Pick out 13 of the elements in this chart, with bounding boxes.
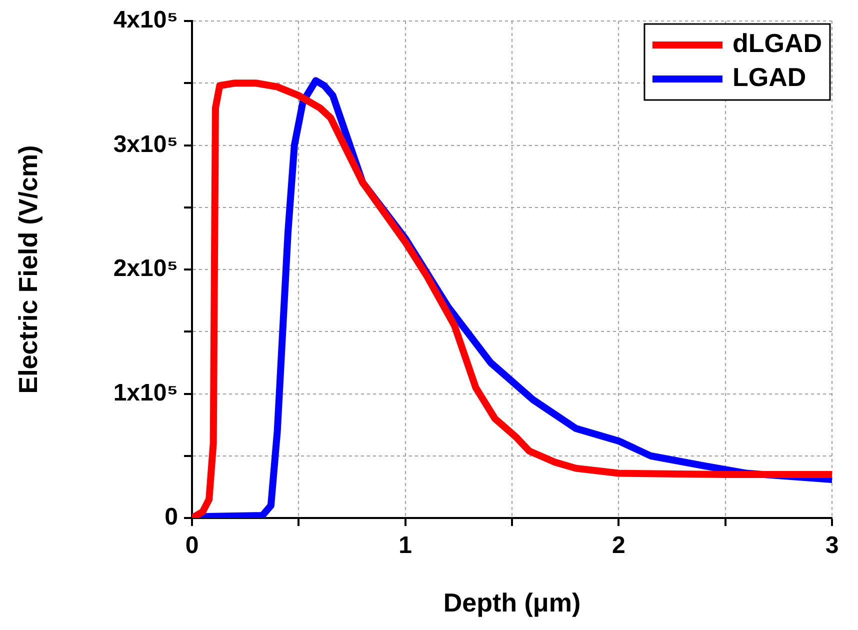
x-tick-label: 3	[825, 532, 839, 560]
x-axis-title: Depth (μm)	[443, 588, 581, 618]
x-tick-label: 0	[185, 532, 199, 560]
legend-label: LGAD	[732, 62, 806, 92]
legend-label: dLGAD	[732, 28, 822, 58]
y-tick-label: 0	[164, 504, 178, 531]
x-tick-label: 1	[398, 532, 412, 560]
y-tick-label: 2x10⁵	[113, 255, 178, 282]
x-tick-label: 2	[612, 532, 626, 560]
y-tick-label: 4x10⁵	[113, 6, 178, 34]
y-axis-title: Electric Field (V/cm)	[12, 145, 43, 394]
y-tick-label: 3x10⁵	[113, 130, 178, 158]
y-tick-label: 1x10⁵	[113, 379, 178, 406]
